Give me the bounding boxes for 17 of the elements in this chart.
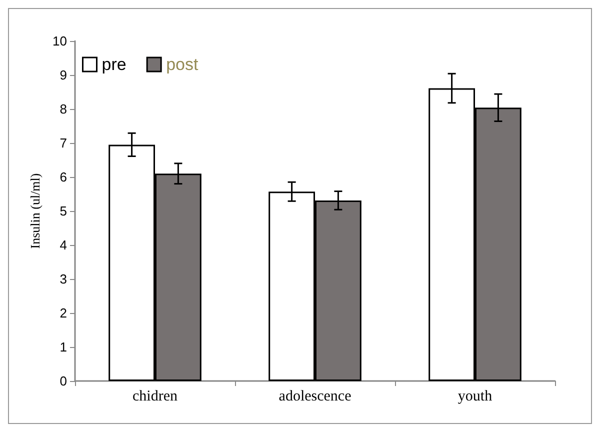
y-tick-label: 6 [60,170,67,184]
x-tick-label: youth [458,388,493,404]
y-tick-label: 1 [60,340,67,354]
y-tick-label: 0 [60,374,67,388]
y-tick-label: 4 [60,238,67,252]
y-tick-label: 9 [60,68,67,82]
y-tick-label: 7 [60,136,67,150]
legend-label: post [166,55,198,74]
legend-label: pre [102,55,126,74]
y-tick-label: 8 [60,102,67,116]
y-tick-label: 3 [60,272,67,286]
y-tick-label: 10 [52,34,67,48]
x-tick-label: chidren [132,388,178,404]
x-tick-label: adolescence [278,388,352,404]
y-axis-title: Insulin (ul/ml) [28,173,43,249]
y-tick-label: 2 [60,306,67,320]
y-tick-label: 5 [60,204,67,218]
